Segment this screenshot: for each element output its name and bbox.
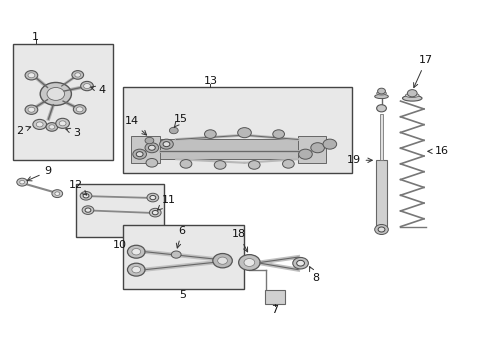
Text: 5: 5 [179,291,186,301]
Circle shape [159,139,173,149]
Circle shape [238,255,260,270]
Bar [131,136,159,163]
Circle shape [132,266,141,273]
Circle shape [72,71,83,79]
Text: 8: 8 [309,267,318,283]
Circle shape [217,257,227,264]
Circle shape [374,225,387,234]
Text: 15: 15 [173,114,187,127]
Circle shape [310,143,324,153]
Circle shape [377,88,385,94]
Circle shape [136,152,143,157]
Circle shape [212,253,232,268]
Circle shape [56,118,69,129]
Circle shape [52,190,62,198]
Bar [122,225,244,289]
Bar [265,290,285,304]
Circle shape [133,149,146,159]
Text: 12: 12 [68,180,86,195]
Circle shape [36,122,43,127]
Circle shape [149,208,161,217]
Circle shape [204,130,216,138]
Text: 17: 17 [413,55,432,87]
Circle shape [237,128,251,138]
Bar [157,139,298,159]
Circle shape [25,71,38,80]
Bar [76,184,163,237]
Circle shape [152,211,158,215]
Circle shape [81,81,93,91]
Circle shape [132,248,141,255]
Circle shape [248,161,260,169]
Circle shape [150,195,156,200]
Circle shape [75,73,81,77]
Circle shape [272,130,284,138]
Text: 19: 19 [346,155,371,165]
Text: 3: 3 [66,128,80,138]
Circle shape [20,180,24,184]
Text: 13: 13 [203,76,217,86]
Text: 10: 10 [112,239,126,249]
Circle shape [323,139,336,149]
Bar [298,136,326,163]
Text: 6: 6 [176,226,185,248]
Circle shape [46,123,58,131]
Circle shape [244,258,254,266]
Circle shape [25,105,38,114]
Ellipse shape [374,94,387,99]
Circle shape [17,178,27,186]
Circle shape [73,105,86,114]
Circle shape [80,192,92,200]
Text: 14: 14 [124,116,146,135]
Circle shape [28,107,35,112]
Circle shape [83,194,89,198]
Circle shape [40,82,71,105]
Text: 1: 1 [32,32,39,41]
Circle shape [163,141,169,147]
Text: 9: 9 [27,166,52,181]
Circle shape [33,120,46,130]
Circle shape [214,161,225,169]
Circle shape [127,263,145,276]
Circle shape [127,245,145,258]
Circle shape [147,193,158,202]
Circle shape [145,143,158,153]
Circle shape [169,127,178,134]
Circle shape [180,159,191,168]
Bar [13,44,113,160]
Circle shape [298,149,312,159]
Circle shape [85,208,91,212]
Circle shape [59,121,66,126]
Text: 2: 2 [17,126,31,136]
Circle shape [55,192,60,195]
Circle shape [76,107,83,112]
Circle shape [407,90,416,97]
Ellipse shape [402,95,421,101]
Circle shape [146,158,158,167]
Circle shape [296,260,304,266]
Circle shape [82,206,94,215]
Bar [122,87,351,173]
Circle shape [376,105,386,112]
Circle shape [28,73,35,78]
Circle shape [49,125,55,129]
Ellipse shape [405,93,418,98]
Circle shape [282,159,294,168]
Circle shape [47,87,64,100]
Bar [379,114,383,160]
Text: 4: 4 [91,85,105,95]
Circle shape [292,257,308,269]
Circle shape [83,84,90,89]
Circle shape [148,145,155,150]
Circle shape [145,137,154,144]
Text: 16: 16 [427,146,448,156]
Text: 11: 11 [157,195,175,210]
Bar [375,160,386,228]
Circle shape [171,251,181,258]
Circle shape [377,227,384,232]
Ellipse shape [376,91,386,95]
Text: 18: 18 [231,229,247,252]
Text: 7: 7 [271,305,278,315]
